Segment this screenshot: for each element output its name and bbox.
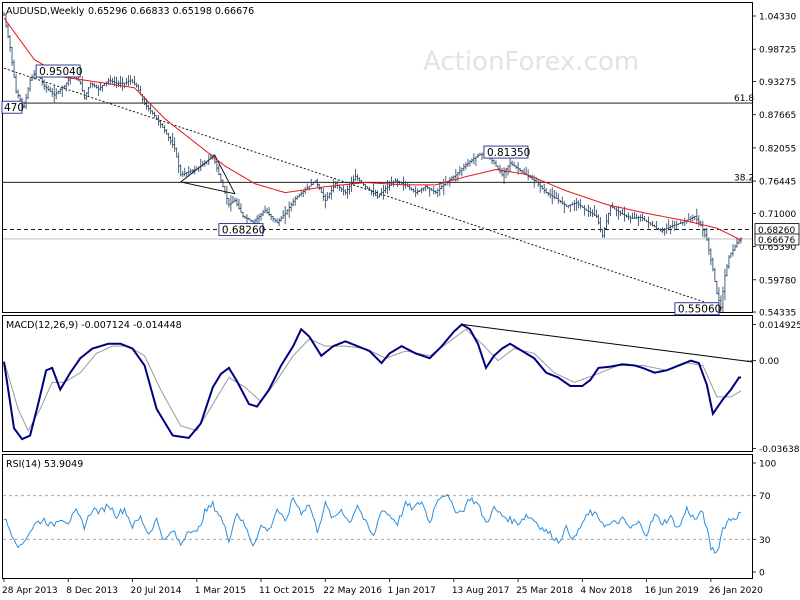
price-annotation-box	[218, 223, 264, 237]
price-tick-label: 0.59780	[759, 276, 796, 286]
time-tick-label: 4 Nov 2018	[580, 586, 632, 596]
price-annotation-label: 0.81350	[487, 147, 530, 159]
price-annotation-label: 0.68260	[222, 225, 265, 237]
price-annotation-label: 0.95040	[39, 66, 82, 78]
watermark-text: ActionForex.com	[423, 47, 639, 77]
rsi-layer	[3, 493, 752, 554]
time-tick-label: 26 Jan 2020	[709, 586, 763, 596]
price-tick-label: 0.54335	[759, 309, 796, 319]
price-tick-label: 1.04330	[759, 13, 796, 23]
price-tick-label: 0.65390	[759, 243, 796, 253]
edge-annotation-box	[1, 100, 23, 114]
fib-level-label: 61.8	[734, 94, 754, 104]
time-tick-label: 25 Mar 2018	[516, 586, 573, 596]
price-annotation-label: 0.55060	[678, 304, 721, 316]
time-tick-label: 22 May 2016	[323, 586, 382, 596]
time-tick-label: 1 Jan 2017	[388, 586, 436, 596]
edge-annotation-label: 470	[4, 102, 24, 114]
macd-title: MACD(12,26,9) -0.007124 -0.014448	[6, 320, 182, 331]
price-annotation-box	[674, 302, 720, 316]
rsi-title: RSI(14) 53.9049	[6, 459, 83, 470]
macd-tick-label: -0.036389	[759, 445, 800, 455]
macd-layer	[3, 323, 753, 441]
time-tick-label: 11 Oct 2015	[259, 586, 315, 596]
price-annotation-box	[35, 64, 81, 78]
price-tick-label: 0.71000	[759, 210, 796, 220]
current-price-tag	[754, 233, 800, 246]
support-price-tag-label: 0.68260	[758, 226, 795, 236]
time-tick-label: 8 Dec 2013	[66, 586, 118, 596]
triangle-lower-edge	[180, 181, 236, 195]
ohlc-bars	[2, 11, 743, 313]
rsi-tick-label: 0	[759, 569, 765, 579]
moving-average-line	[3, 17, 742, 241]
macd-tick-label: 0.014925	[759, 321, 800, 331]
price-tick-label: 0.82055	[759, 144, 796, 154]
rsi-tick-label: 70	[759, 492, 771, 502]
time-tick-label: 16 Jun 2019	[645, 586, 699, 596]
time-tick-label: 13 Aug 2017	[452, 586, 510, 596]
price-tick-label: 0.76445	[759, 178, 796, 188]
ohlc-values: 0.65296 0.66833 0.65198 0.66676	[88, 6, 254, 17]
price-layer: 61.8 38.2 0.95040 0.68260 0.81350 0.55060 470	[1, 11, 754, 316]
macd-tick-label: 0.00	[759, 357, 779, 367]
price-bars	[2, 11, 743, 313]
price-panel-frame	[2, 2, 753, 313]
price-tick-label: 0.93275	[759, 78, 796, 88]
rsi-tick-label: 30	[759, 536, 771, 546]
price-annotation-box	[483, 145, 529, 159]
rsi-line	[3, 493, 742, 554]
time-tick-label: 28 Apr 2013	[2, 586, 58, 596]
time-tick-label: 1 Mar 2015	[195, 586, 246, 596]
macd-main-line	[3, 323, 741, 441]
time-tick-label: 20 Jul 2014	[131, 586, 182, 596]
price-trendline	[3, 67, 722, 308]
fib-level-label: 38.2	[734, 173, 754, 183]
macd-trendline	[461, 323, 753, 363]
symbol-timeframe: AUDUSD,Weekly	[6, 6, 85, 17]
current-price-tag-label: 0.66676	[758, 236, 795, 246]
axis-layer: 1.04330 0.98725 0.93275 0.87665 0.82055 0.764…	[2, 13, 800, 597]
rsi-tick-label: 100	[759, 460, 776, 470]
price-tick-label: 0.87665	[759, 111, 796, 121]
price-tick-label: 0.98725	[759, 46, 796, 56]
macd-panel-frame	[2, 315, 753, 452]
